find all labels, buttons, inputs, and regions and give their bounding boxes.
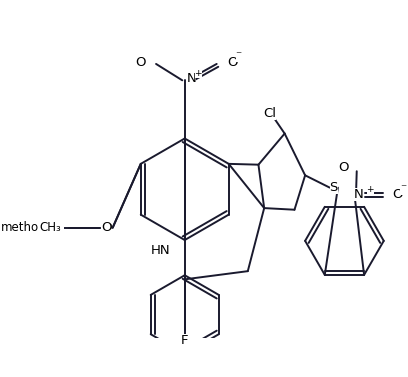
Text: ⁻: ⁻ [235, 49, 242, 62]
Text: O: O [101, 221, 111, 234]
Text: F: F [181, 334, 188, 347]
Text: HN: HN [151, 244, 170, 257]
Text: O: O [101, 221, 111, 234]
Text: +: + [366, 185, 374, 194]
Text: O: O [338, 161, 348, 174]
Text: ⁻: ⁻ [400, 182, 406, 195]
Text: methoxy: methoxy [1, 221, 53, 234]
Text: O: O [135, 56, 145, 69]
Text: N: N [353, 188, 363, 201]
Text: O: O [227, 56, 238, 69]
Text: CH₃: CH₃ [39, 221, 61, 234]
Text: S: S [330, 181, 338, 194]
Text: +: + [195, 69, 202, 78]
Text: O: O [392, 188, 402, 201]
Text: N: N [186, 72, 196, 85]
Text: Cl: Cl [264, 107, 276, 120]
Text: methoxy: methoxy [52, 227, 59, 228]
